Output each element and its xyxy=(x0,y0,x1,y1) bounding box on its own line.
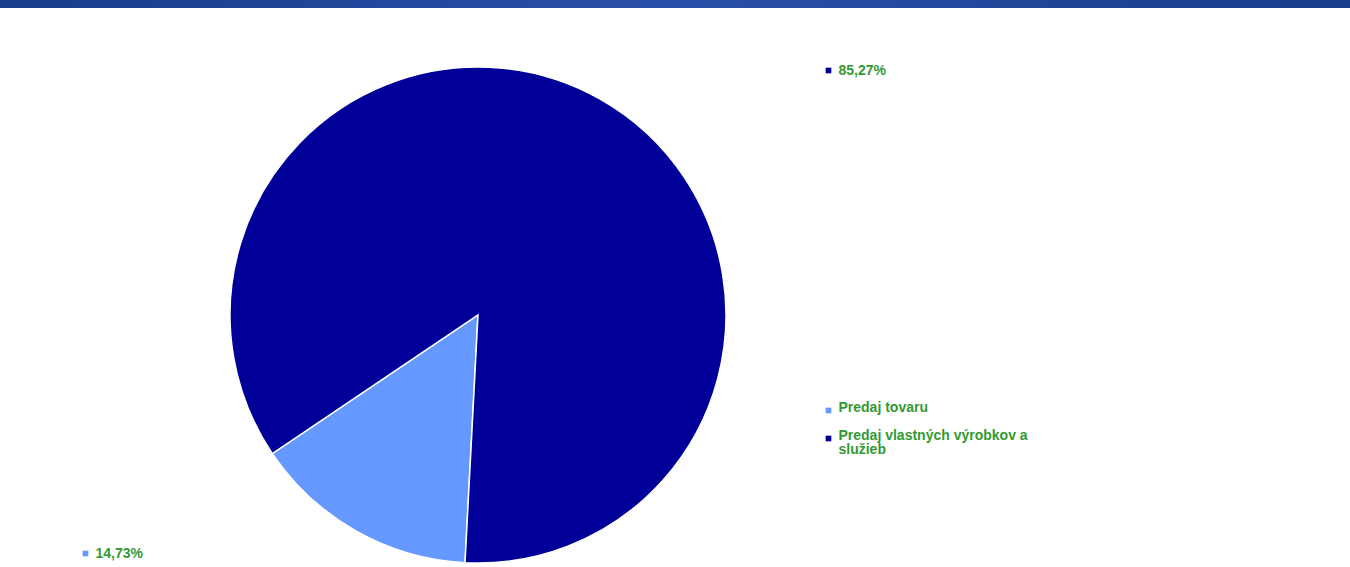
svg-text:Predaj tovaru: Predaj tovaru xyxy=(839,399,928,415)
svg-text:85,27%: 85,27% xyxy=(839,62,887,78)
svg-text:14,73%: 14,73% xyxy=(96,545,144,561)
svg-text:Predaj vlastných výrobkov aslu: Predaj vlastných výrobkov aslužieb xyxy=(839,427,1028,457)
